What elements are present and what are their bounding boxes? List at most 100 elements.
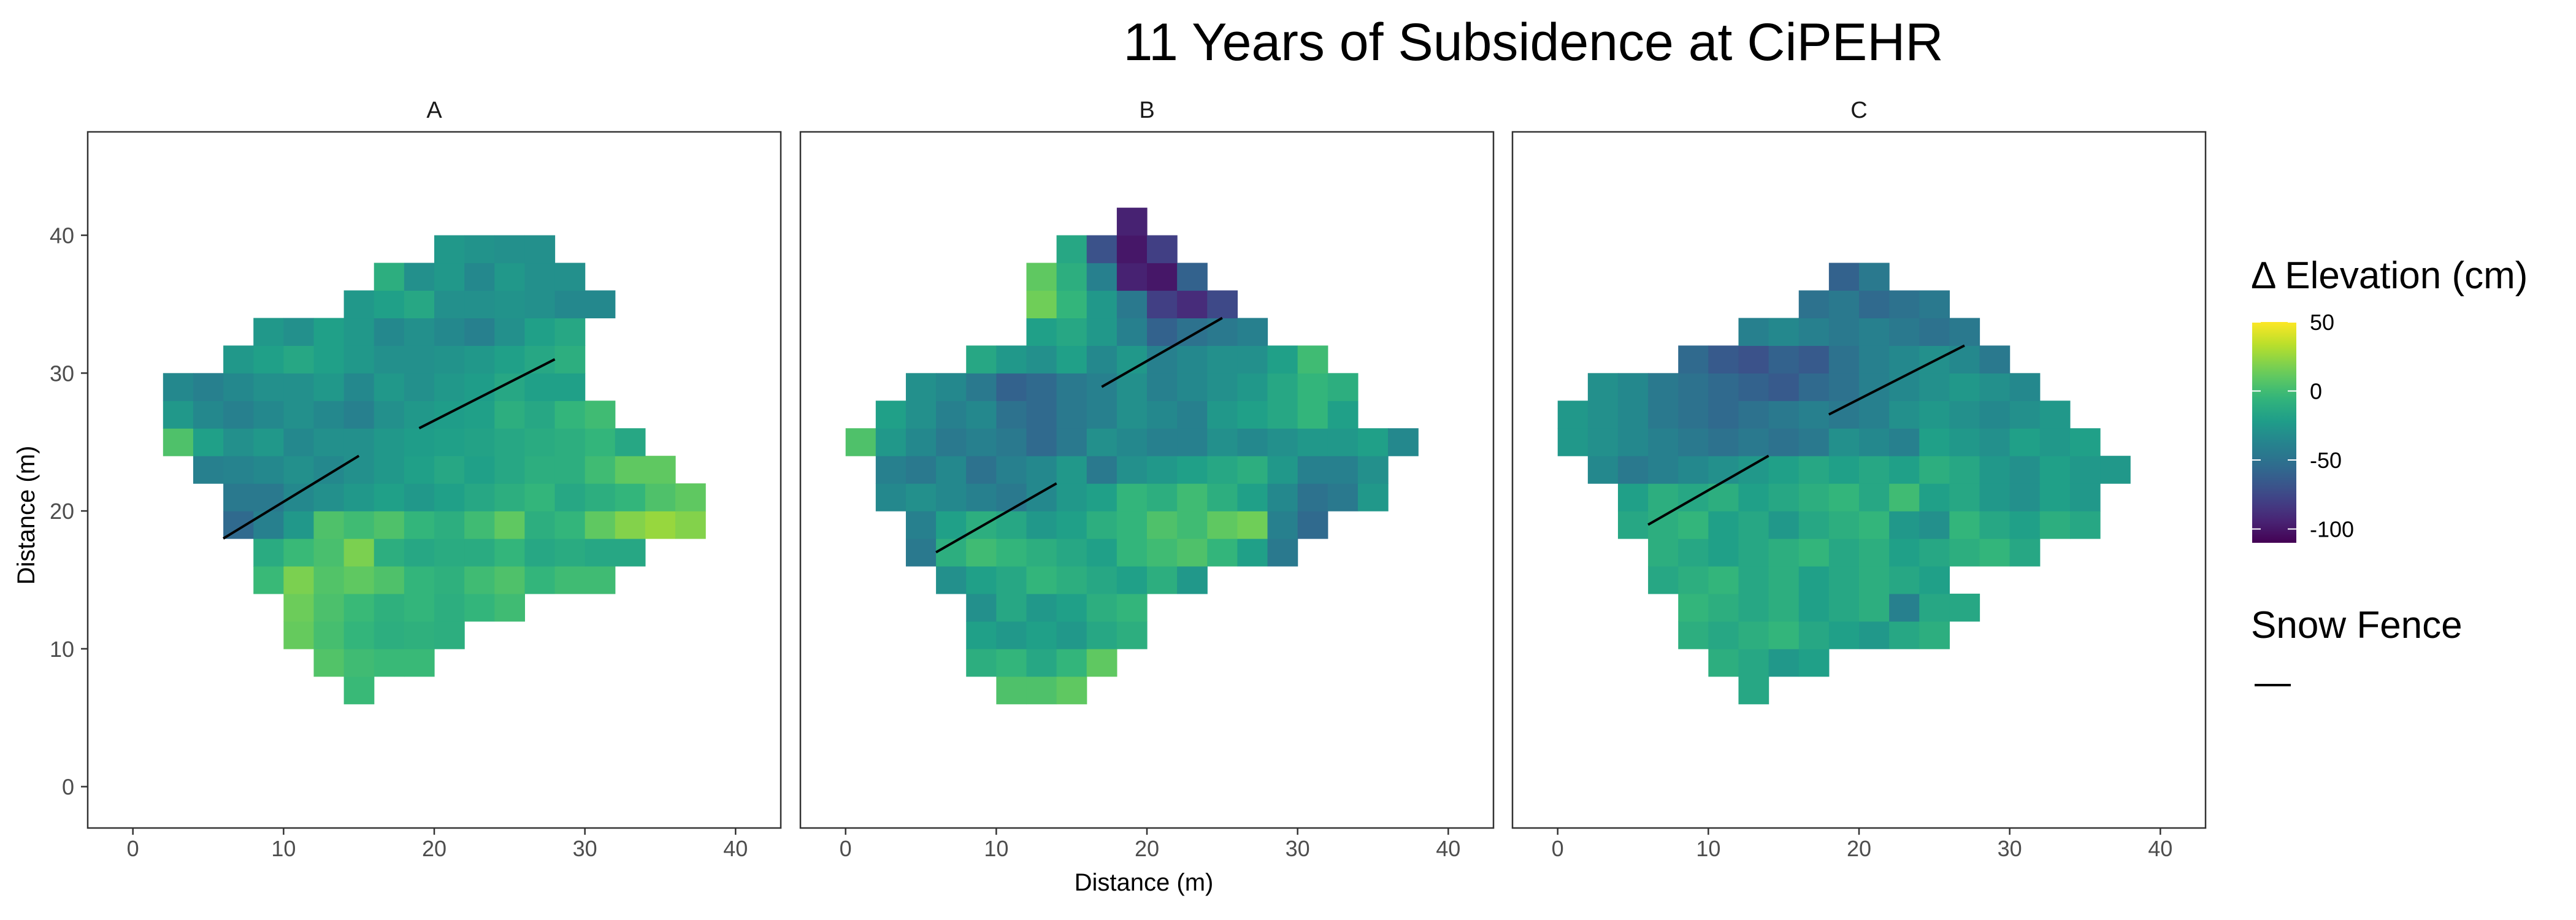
heatmap-cell (554, 483, 586, 512)
heatmap-cell (1889, 428, 1920, 456)
heatmap-cell (615, 456, 646, 484)
heatmap-cell (313, 401, 345, 429)
heatmap-cell (1207, 456, 1238, 484)
heatmap-cell (966, 511, 997, 539)
heatmap-cell (585, 290, 616, 319)
heatmap-cell (996, 428, 1027, 456)
x-tick-label: 30 (1286, 836, 1310, 861)
heatmap-cell (1949, 456, 1980, 484)
heatmap-cell (1056, 235, 1087, 264)
heatmap-cell (1798, 539, 1830, 567)
heatmap-cell (1026, 456, 1057, 484)
heatmap-cell (1828, 263, 1860, 291)
heatmap-cell (1617, 483, 1649, 512)
heatmap-cell (1889, 345, 1920, 374)
colorbar-tick-label: -100 (2310, 517, 2354, 542)
heatmap-cell (524, 235, 556, 264)
heatmap-cell (1889, 318, 1920, 346)
heatmap-cell (163, 401, 194, 429)
heatmap-cell (253, 511, 284, 539)
heatmap-cell (1738, 373, 1769, 401)
heatmap-cell (1297, 401, 1328, 429)
heatmap-cell (1798, 483, 1830, 512)
heatmap-cell (585, 565, 616, 594)
heatmap-cell (1678, 621, 1709, 650)
heatmap-cell (434, 593, 465, 622)
heatmap-cell (1177, 345, 1208, 374)
y-axis-title: Distance (m) (13, 446, 40, 585)
heatmap-cell (343, 401, 375, 429)
heatmap-cell (1026, 539, 1057, 567)
heatmap-cell (1086, 263, 1117, 291)
heatmap-cell (524, 373, 556, 401)
heatmap-cell (404, 565, 435, 594)
heatmap-cell (554, 345, 586, 374)
x-tick-label: 10 (984, 836, 1008, 861)
heatmap-cell (494, 263, 525, 291)
heatmap-cell (1828, 456, 1860, 484)
heatmap-cell (966, 428, 997, 456)
heatmap-cell (1147, 539, 1178, 567)
heatmap-cell (1919, 511, 1950, 539)
heatmap-cell (1979, 401, 2011, 429)
heatmap-cell (1237, 483, 1268, 512)
heatmap-cell (2069, 456, 2101, 484)
heatmap-cell (404, 401, 435, 429)
heatmap-cell (223, 401, 254, 429)
heatmap-cell (1889, 565, 1920, 594)
heatmap-cell (1889, 593, 1920, 622)
heatmap-cell (996, 483, 1027, 512)
heatmap-cell (966, 456, 997, 484)
heatmap-cell (1207, 428, 1238, 456)
heatmap-cell (1116, 263, 1148, 291)
heatmap-cell (404, 483, 435, 512)
heatmap-cell (996, 401, 1027, 429)
heatmap-cell (1237, 345, 1268, 374)
heatmap-cell (1828, 539, 1860, 567)
heatmap-cell (193, 456, 224, 484)
heatmap-cell (1177, 373, 1208, 401)
heatmap-cell (1919, 318, 1950, 346)
snow-fence-line (935, 482, 1057, 554)
heatmap-cell (1116, 290, 1148, 319)
heatmap-cell (283, 511, 315, 539)
heatmap-cell (1979, 428, 2011, 456)
heatmap-cell (1768, 401, 1800, 429)
heatmap-cell (434, 511, 465, 539)
x-axis-title: Distance (m) (1075, 869, 1214, 896)
heatmap-cell (1678, 345, 1709, 374)
heatmap-cell (966, 373, 997, 401)
snow-fence-line (1647, 454, 1769, 526)
heatmap-cell (1587, 456, 1619, 484)
heatmap-cell (1116, 428, 1148, 456)
heatmap-cell (494, 428, 525, 456)
heatmap-cell (1177, 401, 1208, 429)
heatmap-cell (1327, 428, 1359, 456)
heatmap-cell (936, 456, 967, 484)
heatmap-cell (1056, 263, 1087, 291)
snow-fence-line (1101, 316, 1223, 388)
heatmap-cell (1768, 593, 1800, 622)
panel-label: C (1850, 98, 1867, 123)
heatmap-cell (1207, 401, 1238, 429)
heatmap-cell (936, 511, 967, 539)
heatmap-cell (1859, 565, 1890, 594)
heatmap-cell (1708, 511, 1739, 539)
heatmap-cell (1116, 401, 1148, 429)
heatmap-cell (585, 428, 616, 456)
heatmap-cell (1828, 345, 1860, 374)
heatmap-cell (554, 318, 586, 346)
heatmap-cell (404, 648, 435, 677)
heatmap-cell (464, 318, 495, 346)
heatmap-cell (1147, 483, 1178, 512)
heatmap-cell (313, 483, 345, 512)
y-tick-label: 40 (50, 223, 74, 248)
heatmap-cell (1237, 401, 1268, 429)
heatmap-cell (1026, 565, 1057, 594)
heatmap-cell (1798, 318, 1830, 346)
heatmap-cell (2009, 373, 2041, 401)
heatmap-cell (253, 345, 284, 374)
heatmap-cell (434, 263, 465, 291)
heatmap-cell (1617, 456, 1649, 484)
heatmap-cell (1859, 290, 1890, 319)
